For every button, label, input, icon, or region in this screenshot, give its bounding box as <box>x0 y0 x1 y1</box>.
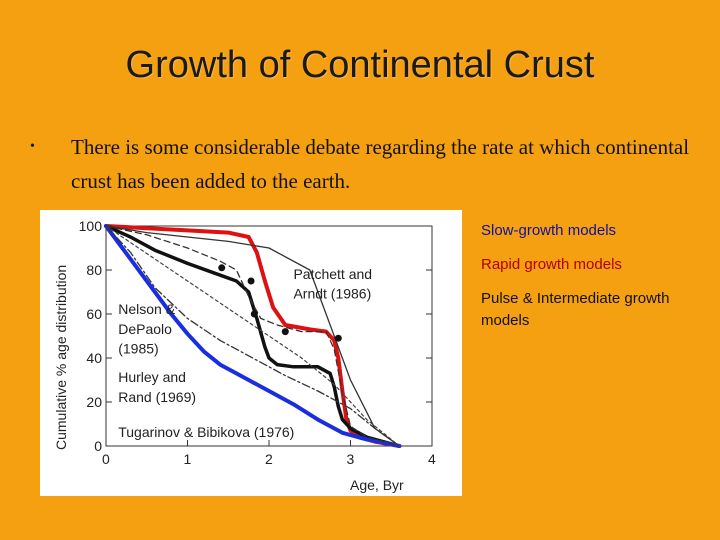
series-line-6 <box>105 225 400 447</box>
series-line-5 <box>105 225 401 447</box>
y-tick-label: 0 <box>94 438 102 454</box>
y-tick-label: 20 <box>86 394 102 410</box>
chart-annotation-6: Rand (1969) <box>118 389 196 405</box>
y-axis-label: Cumulative % age distribution <box>53 265 69 450</box>
y-tick-label: 40 <box>86 350 102 366</box>
data-marker-0 <box>218 264 226 272</box>
data-marker-3 <box>281 328 289 336</box>
legend-rapid-growth: Rapid growth models <box>481 256 622 273</box>
bullet-text: There is some considerable debate regard… <box>71 135 690 193</box>
x-axis-label: Age, Byr <box>350 477 404 493</box>
y-tick-label: 60 <box>86 306 102 322</box>
chart-annotation-1: Arndt (1986) <box>293 286 371 302</box>
bullet-symbol: • <box>30 139 35 154</box>
x-tick-label: 0 <box>102 451 110 467</box>
chart-annotation-7: Tugarinov & Bibikova (1976) <box>118 424 294 440</box>
legend-pulse-intermediate: Pulse & Intermediate growth models <box>481 290 670 329</box>
series-line-1 <box>104 224 402 448</box>
x-tick-label: 1 <box>184 451 192 467</box>
data-marker-2 <box>250 310 258 318</box>
x-tick-label: 2 <box>265 451 273 467</box>
series-line-2 <box>104 224 402 448</box>
chart-panel: 0 1 2 3 4 0 20 40 60 80 100 Patchett and Arndt (198… <box>40 210 462 496</box>
x-tick-label: 3 <box>347 451 355 467</box>
chart-annotation-5: Hurley and <box>118 369 186 385</box>
series-line-4 <box>105 225 401 447</box>
series-line-3 <box>105 225 401 447</box>
x-tick-label: 4 <box>428 451 436 467</box>
chart-annotation-2: Nelson & <box>118 301 175 317</box>
chart-annotation-4: (1985) <box>118 341 158 357</box>
data-marker-1 <box>247 277 255 285</box>
slide-title: Growth of Continental Crust <box>125 44 595 86</box>
y-tick-label: 100 <box>79 218 103 234</box>
data-marker-4 <box>334 334 342 342</box>
y-tick-label: 80 <box>86 262 102 278</box>
chart-annotation-3: DePaolo <box>118 321 172 337</box>
bullet-point: • There is some considerable debate rega… <box>30 130 690 198</box>
series-line-0 <box>104 224 402 448</box>
legend-slow-growth: Slow-growth models <box>481 222 617 239</box>
chart-annotation-0: Patchett and <box>293 266 372 282</box>
